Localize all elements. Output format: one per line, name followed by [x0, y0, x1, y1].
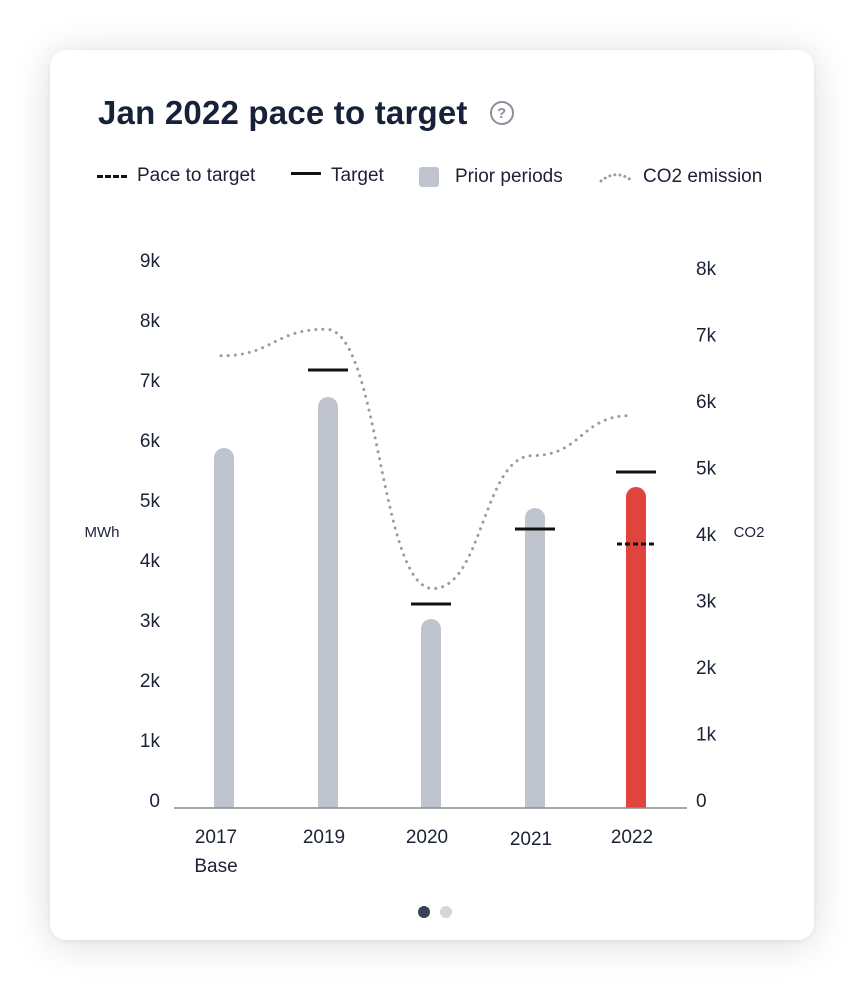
x-axis-labels: 2017 Base 2019 2020 2021 2022	[194, 827, 653, 877]
y2-tick-label: 2k	[696, 658, 717, 679]
help-icon[interactable]: ?	[489, 101, 514, 125]
y2-tick-label: 6k	[696, 392, 717, 413]
y-tick-label: 0	[149, 791, 160, 812]
legend-target-label: Target	[331, 165, 384, 186]
prior-period-bar[interactable]	[525, 508, 545, 808]
y-tick-label: 4k	[140, 551, 161, 572]
x-tick-label: 2017	[195, 827, 237, 848]
legend-co2-emission: CO2 emission	[599, 164, 762, 190]
y-tick-label: 3k	[140, 611, 161, 632]
y-tick-label: 9k	[140, 251, 161, 272]
x-tick-label: 2022	[611, 827, 653, 848]
card-title: Jan 2022 pace to target	[98, 94, 468, 131]
pace-to-target-card: Jan 2022 pace to target ? Pace to target…	[50, 50, 814, 940]
y2-tick-label: 5k	[696, 459, 717, 480]
y-tick-label: 2k	[140, 671, 161, 692]
x-tick-sublabel: Base	[194, 856, 237, 877]
page-dot-2[interactable]	[440, 906, 452, 918]
dotted-curve-icon	[599, 173, 633, 183]
y2-tick-label: 8k	[696, 259, 717, 280]
x-tick-label: 2021	[510, 829, 552, 850]
gray-square-icon	[419, 167, 439, 187]
y2-tick-label: 7k	[696, 326, 717, 347]
prior-period-bar[interactable]	[318, 397, 338, 808]
co2-emission-line	[219, 327, 632, 591]
legend-co2-label: CO2 emission	[643, 166, 763, 187]
y2-tick-label: 3k	[696, 592, 717, 613]
x-tick-label: 2019	[303, 827, 345, 848]
chart-legend: Pace to target Target Prior periods CO2 …	[97, 163, 797, 189]
prior-period-bar[interactable]	[421, 619, 441, 808]
legend-pace-to-target: Pace to target	[97, 163, 255, 189]
y-axis-right: 0 1k 2k 3k 4k 5k 6k 7k 8k	[696, 259, 717, 812]
y-tick-label: 5k	[140, 491, 161, 512]
y-axis-left: 0 1k 2k 3k 4k 5k 6k 7k 8k 9k	[140, 251, 161, 812]
x-tick-label: 2020	[406, 827, 448, 848]
y2-tick-label: 4k	[696, 525, 717, 546]
pace-chart: 0 1k 2k 3k 4k 5k 6k 7k 8k 9k 0 1k 2k 3k 4k 5k 6k 7k 8k MW…	[85, 251, 765, 877]
y-tick-label: 8k	[140, 311, 161, 332]
y-tick-label: 1k	[140, 731, 161, 752]
y2-tick-label: 1k	[696, 725, 717, 746]
y2-axis-label: CO2	[734, 524, 765, 541]
page-indicator	[418, 906, 452, 918]
y-tick-label: 6k	[140, 431, 161, 452]
current-period-bar[interactable]	[626, 487, 646, 808]
target-markers	[308, 368, 656, 606]
legend-target: Target	[291, 163, 384, 189]
legend-prior-label: Prior periods	[455, 166, 563, 187]
legend-pace-label: Pace to target	[137, 165, 256, 186]
solid-line-icon	[291, 171, 321, 175]
bar-series	[214, 397, 646, 808]
y-tick-label: 7k	[140, 371, 161, 392]
prior-period-bar[interactable]	[214, 448, 234, 808]
legend-prior-periods: Prior periods	[419, 164, 563, 190]
title-row: Jan 2022 pace to target ?	[98, 94, 514, 132]
page-dot-1[interactable]	[418, 906, 430, 918]
y-axis-label: MWh	[85, 524, 120, 541]
dashed-line-icon	[97, 174, 127, 178]
y2-tick-label: 0	[696, 791, 707, 812]
